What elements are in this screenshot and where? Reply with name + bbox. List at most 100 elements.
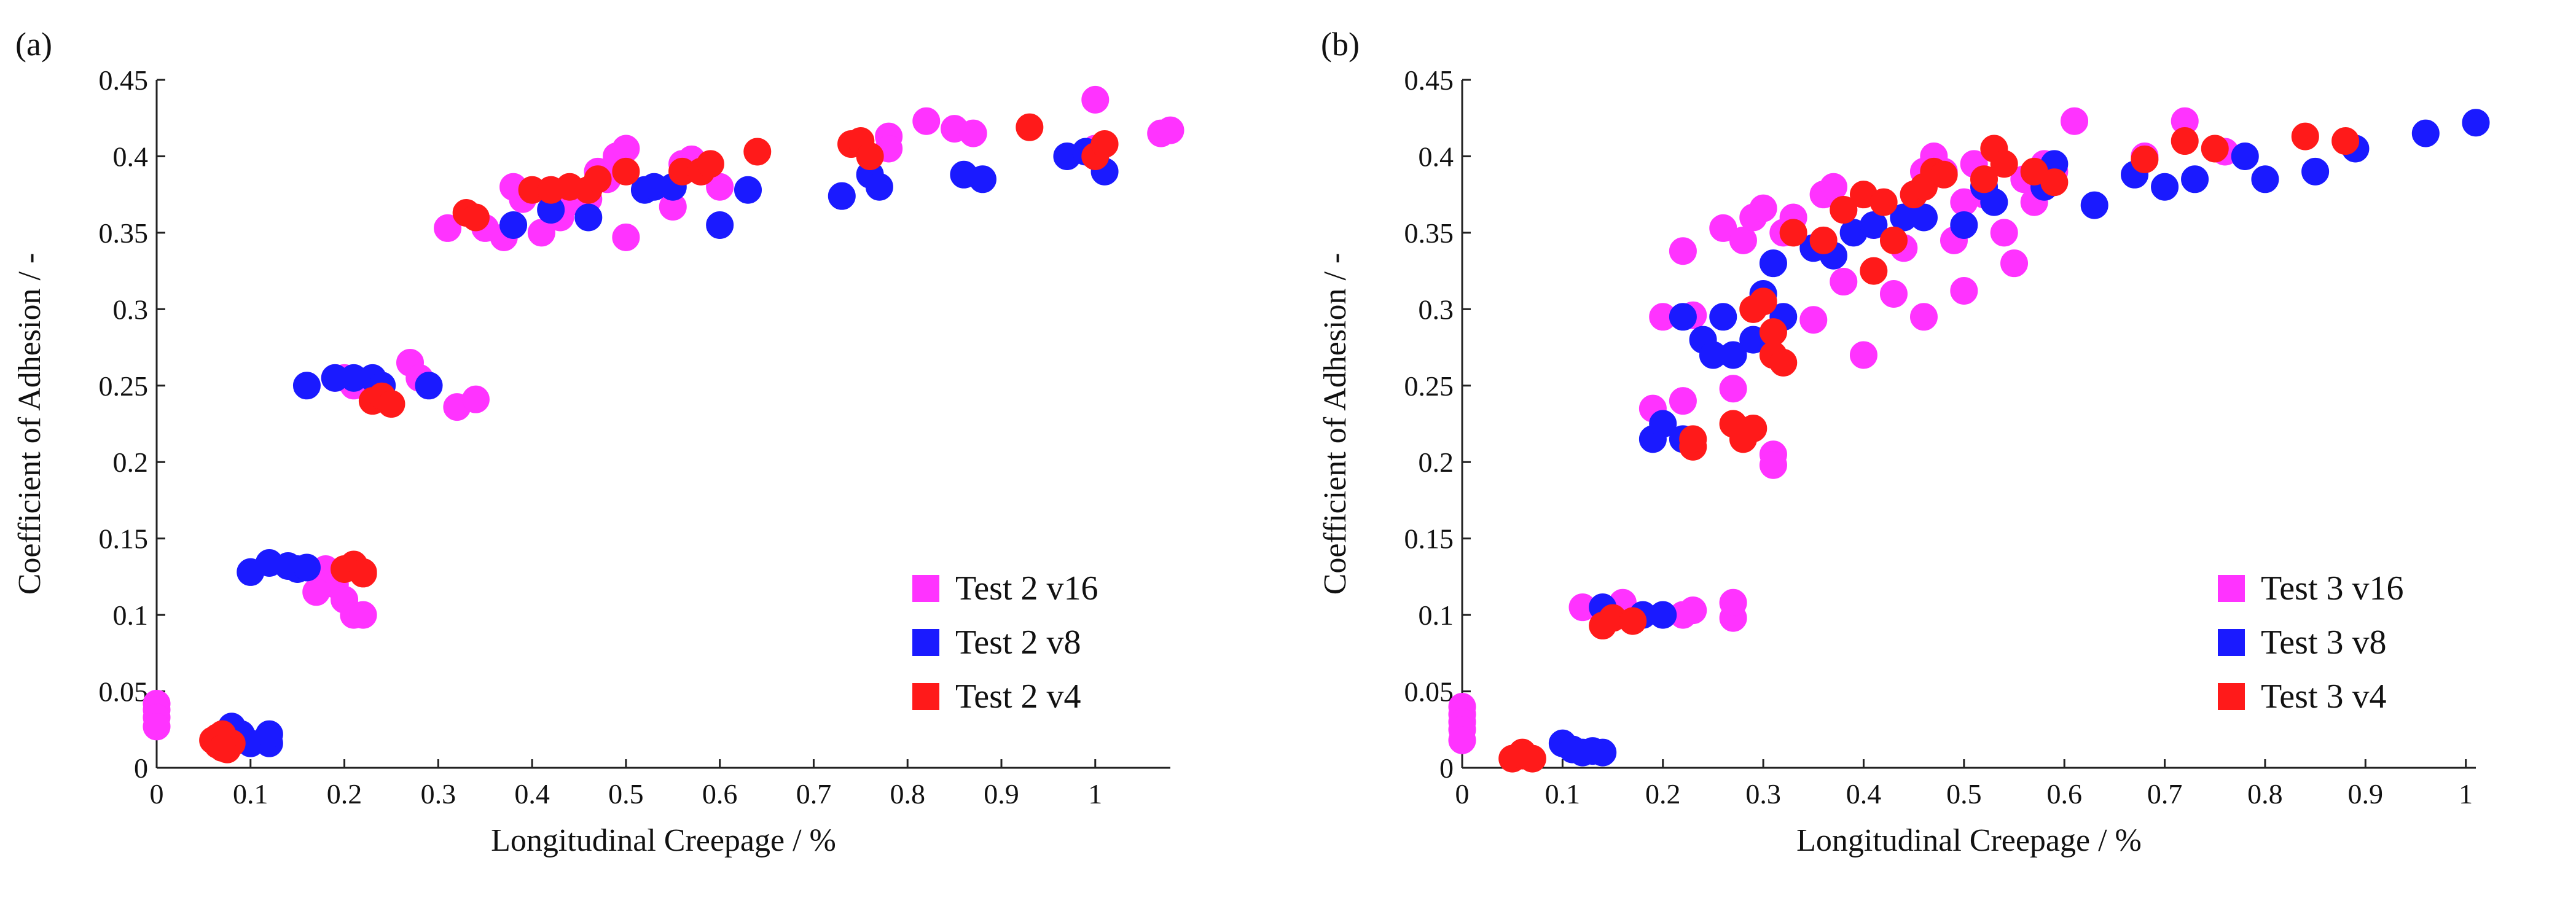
x-tick-label: 0.6 (702, 778, 738, 810)
y-tick-label: 0 (1439, 752, 1454, 784)
legend-label: Test 3 v4 (2261, 678, 2387, 716)
data-point (612, 223, 640, 251)
data-point (1909, 303, 1938, 331)
y-tick-label: 0.05 (1404, 676, 1454, 708)
data-point (1779, 219, 1807, 247)
data-point (1759, 249, 1787, 278)
data-point (968, 165, 996, 193)
x-tick-label: 0.1 (1545, 778, 1581, 810)
series-1 (217, 138, 1119, 757)
y-tick-label: 0.1 (113, 600, 149, 631)
x-tick-label: 0.7 (796, 778, 832, 810)
data-point (461, 385, 490, 413)
data-point (1649, 410, 1677, 438)
x-tick-label: 0.6 (2046, 778, 2082, 810)
series-2 (1498, 122, 2360, 773)
x-tick-label: 0.3 (421, 778, 456, 810)
y-tick-label: 0.25 (99, 370, 149, 402)
legend-label: Test 2 v4 (955, 678, 1081, 716)
y-tick-label: 0.4 (113, 141, 149, 172)
data-point (574, 203, 603, 232)
data-point (1830, 268, 1858, 296)
x-tick-label: 0.4 (514, 778, 550, 810)
x-tick-label: 0 (150, 778, 164, 810)
y-tick-label: 0.15 (99, 523, 149, 555)
data-point (1589, 738, 1617, 767)
data-point (1869, 188, 1898, 216)
y-tick-label: 0.25 (1404, 370, 1454, 402)
data-point (208, 734, 237, 762)
data-point (696, 150, 724, 178)
data-point (1749, 194, 1777, 222)
data-point (1830, 196, 1858, 224)
x-tick-label: 0.4 (1846, 778, 1882, 810)
data-point (2301, 157, 2330, 186)
x-tick-label: 0.2 (1645, 778, 1681, 810)
x-axis-title: Longitudinal Creepage / % (491, 823, 836, 858)
data-point (1950, 276, 1978, 305)
y-axis-title: Coefficient of Adhesion / - (1318, 253, 1353, 595)
data-point (1739, 414, 1768, 442)
data-point (584, 165, 612, 193)
data-point (2231, 142, 2259, 170)
data-point (1990, 219, 2018, 247)
data-point (1719, 341, 1747, 369)
y-tick-label: 0.1 (1419, 600, 1454, 631)
data-point (1016, 113, 1044, 141)
panel-b: 0 0.1 0.2 0.3 0.4 0.5 0.6 0.7 0.8 0.9 1 0 0.05 0.1 0.1… (1318, 26, 2490, 858)
data-point (1649, 601, 1677, 629)
data-point (2151, 173, 2179, 201)
series-2 (199, 113, 1119, 764)
data-point (1719, 375, 1747, 403)
data-point (1930, 160, 1958, 189)
legend-swatch (2218, 683, 2245, 710)
x-tick-label: 0.2 (327, 778, 362, 810)
legend-label: Test 3 v8 (2261, 623, 2387, 662)
panel-a: 0 0.1 0.2 0.3 0.4 0.5 0.6 0.7 0.8 0.9 1 0 0.05 0.1 0.1… (12, 26, 1184, 858)
data-point (612, 157, 640, 186)
data-point (959, 119, 987, 147)
data-point (734, 176, 762, 204)
data-point (1879, 279, 1908, 308)
y-axis-title: Coefficient of Adhesion / - (12, 253, 47, 595)
data-point (292, 372, 321, 400)
y-tick-label: 0.2 (113, 447, 149, 478)
data-point (1990, 150, 2018, 178)
data-point (1970, 165, 1999, 193)
data-point (2061, 107, 2089, 135)
legend-swatch (912, 575, 939, 602)
legend-swatch (2218, 629, 2245, 656)
legend-label: Test 3 v16 (2261, 569, 2404, 607)
x-tick-label: 0.5 (608, 778, 644, 810)
data-point (2462, 109, 2490, 137)
data-point (2331, 127, 2360, 155)
data-point (1950, 211, 1978, 239)
data-point (1809, 226, 1838, 254)
x-tick-label: 1 (1088, 778, 1102, 810)
x-tick-label: 0.9 (2348, 778, 2384, 810)
data-point (865, 173, 893, 201)
y-tick-label: 0.35 (1404, 217, 1454, 249)
data-point (2040, 168, 2069, 197)
data-point (377, 390, 405, 418)
x-tick-label: 0.8 (890, 778, 925, 810)
data-point (1669, 237, 1697, 265)
data-point (143, 713, 171, 741)
data-point (1799, 306, 1828, 334)
x-tick-label: 0.8 (2247, 778, 2283, 810)
data-point (2411, 119, 2440, 147)
data-point (2251, 165, 2279, 193)
panel-label: (b) (1321, 26, 1360, 63)
legend-swatch (2218, 575, 2245, 602)
data-point (2080, 191, 2108, 219)
data-point (2131, 145, 2159, 173)
data-point (828, 182, 856, 210)
data-point (1879, 226, 1908, 254)
panel-label: (a) (15, 26, 52, 63)
data-point (1156, 116, 1184, 144)
data-point (434, 214, 462, 242)
x-tick-label: 0.9 (984, 778, 1019, 810)
data-point (349, 558, 377, 586)
x-tick-label: 0.7 (2147, 778, 2183, 810)
